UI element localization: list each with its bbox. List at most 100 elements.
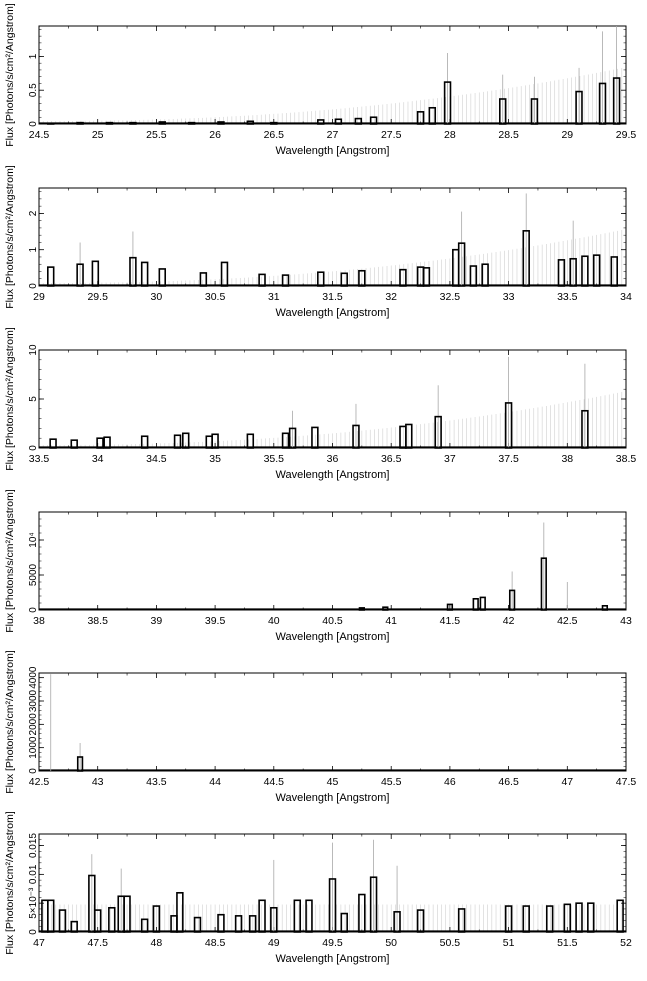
bar [369,116,378,125]
x-tick-label: 44 [209,776,221,788]
y-axis-label: Flux [Photons/s/cm²/Angstrom] [4,650,16,794]
x-tick-label: 42.5 [29,776,50,788]
bar [91,260,100,287]
bar [358,269,366,287]
bar [281,432,290,449]
y-tick-label: 1 [28,246,39,252]
bar [281,274,290,287]
bar [443,81,452,125]
bar [211,433,219,449]
bar [612,77,621,125]
y-tick-label: 0 [28,445,39,451]
bar [530,98,539,125]
x-tick-label: 46 [444,776,456,788]
error-hatch [38,229,627,286]
x-tick-label: 33.5 [29,453,50,465]
y-axis-label: Flux [Photons/s/cm²/Angstrom] [4,165,16,309]
bar [93,909,102,933]
bar [205,435,213,449]
bar [522,905,530,933]
bar [434,415,442,449]
bar [416,909,425,933]
bar [601,604,609,611]
x-tick-label: 25 [92,129,104,141]
x-tick-label: 46.5 [498,776,519,788]
bar [422,267,431,287]
panel-1: 24.5 25 25.5 26 26.5 27 27.5 28 28.5 29 29.5 0 0.5 1 W… [4,3,636,157]
x-tick-label: 50.5 [440,937,461,949]
bar [258,899,266,933]
bar [140,261,149,287]
x-tick-label: 36 [327,453,339,465]
y-tick-label: 0.015 [28,833,39,858]
bar [382,606,389,611]
bar [246,120,255,125]
x-tick-label: 27 [327,129,339,141]
x-tick-label: 28 [444,129,456,141]
bar [457,242,466,287]
y-tick-label: 5000 [28,563,39,586]
plot-frame [38,672,627,772]
y-axis-label: Flux [Photons/s/cm²/Angstrom] [4,489,16,633]
bar [522,230,530,287]
x-tick-label: 29.5 [87,291,108,303]
x-tick-label: 29 [33,291,45,303]
bar [170,915,178,933]
bar [581,409,589,449]
y-tick-label: 0 [28,607,39,613]
y-tick-label: 10 [28,344,39,356]
x-tick-label: 42.5 [557,615,578,627]
x-tick-label: 45.5 [381,776,402,788]
y-tick-label: 2000 [28,713,39,736]
x-tick-label: 39 [151,615,163,627]
x-tick-label: 40 [268,615,280,627]
x-tick-label: 38 [33,615,45,627]
x-tick-label: 34 [92,453,104,465]
bar [399,268,407,287]
y-axis-label: Flux [Photons/s/cm²/Angstrom] [4,327,16,471]
x-tick-label: 47.5 [616,776,637,788]
bar [246,433,255,449]
x-axis-label: Wavelength [Angstrom] [276,953,390,965]
bar [234,915,243,933]
bar [217,913,225,933]
x-tick-label: 34.5 [146,453,167,465]
x-tick-label: 29.5 [616,129,637,141]
bar [557,259,566,287]
x-tick-label: 38.5 [87,615,108,627]
x-tick-label: 28.5 [498,129,519,141]
bar [47,122,55,125]
bar [581,255,589,287]
bar [288,427,297,449]
bar [49,438,57,449]
y-tick-label: 0 [28,121,39,127]
bar [563,903,572,933]
x-axis-label: Wavelength [Angstrom] [276,631,390,643]
bar [105,121,114,125]
x-tick-label: 38 [561,453,573,465]
x-tick-label: 35.5 [264,453,285,465]
x-tick-label: 35 [209,453,221,465]
x-tick-label: 31.5 [322,291,343,303]
bar [129,121,137,125]
x-tick-label: 24.5 [29,129,50,141]
x-tick-label: 30.5 [205,291,226,303]
bar [47,899,55,933]
y-tick-label: 10⁴ [28,532,39,547]
panel-2: 29 29.5 30 30.5 31 31.5 32 32.5 33 33.5 34 0 1 2 Wavel… [4,165,632,319]
x-tick-label: 29 [561,129,573,141]
y-tick-label: 0.01 [28,864,39,884]
panel-3: 33.5 34 34.5 35 35.5 36 36.5 37 37.5 38 38.5 0 5 10 Wa… [4,327,636,481]
y-tick-label: 2 [28,210,39,216]
x-tick-label: 33.5 [557,291,578,303]
bar [328,878,337,933]
x-tick-label: 43 [620,615,632,627]
bar [96,437,104,449]
panel-6: 47 47.5 48 48.5 49 49.5 50 50.5 51 51.5 52 0 5×10⁻³ 0… [4,811,632,965]
bar [428,106,437,125]
x-tick-label: 51 [503,937,515,949]
y-tick-label: 4000 [28,666,39,689]
bar [70,920,78,933]
bar [504,402,513,449]
x-tick-label: 40.5 [322,615,343,627]
